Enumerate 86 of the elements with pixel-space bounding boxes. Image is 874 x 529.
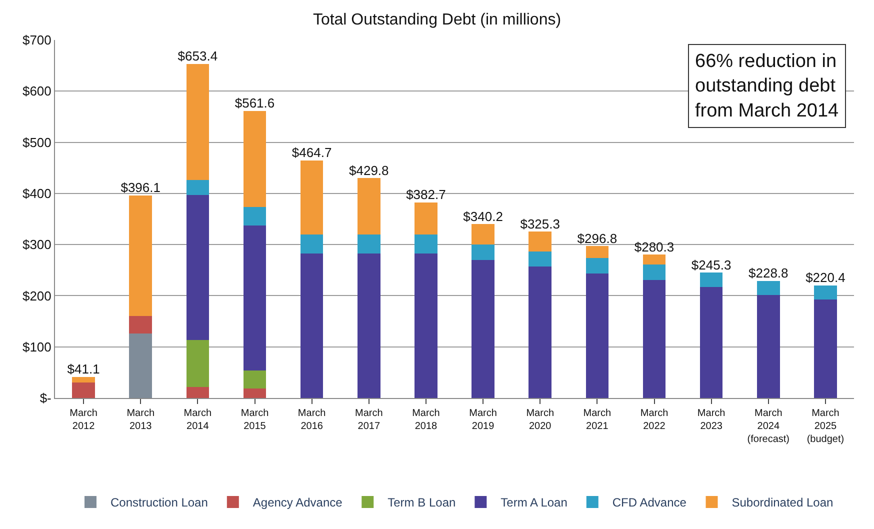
chart-title: Total Outstanding Debt (in millions): [312, 11, 562, 28]
total-label: $325.3: [520, 216, 560, 232]
bar: [243, 388, 266, 398]
y-tick-label: $300: [22, 237, 52, 252]
bar: [243, 110, 266, 208]
bar: [756, 280, 780, 296]
bar: [642, 254, 666, 265]
bar: [186, 64, 210, 180]
total-label: $280.3: [634, 239, 674, 254]
bar: [700, 287, 723, 398]
bar: [129, 334, 152, 398]
bar: [357, 234, 380, 254]
bar: [129, 316, 152, 334]
bar: [243, 207, 266, 226]
bar: [129, 195, 152, 316]
bar: [186, 340, 210, 387]
total-label: $561.6: [234, 96, 275, 111]
total-label: $220.4: [806, 270, 846, 286]
legend-label: Agency Advance: [252, 496, 343, 510]
y-tick-label: $400: [22, 186, 52, 201]
bar: [357, 178, 380, 234]
bar: [528, 232, 552, 252]
x-tick-label: March 2023: [697, 408, 726, 432]
bar: [72, 382, 95, 398]
x-tick-label: March 2024 (forecast): [747, 408, 790, 445]
bar: [472, 260, 494, 398]
bar: [186, 194, 210, 340]
bar: [186, 180, 210, 195]
legend-label: Construction Loan: [110, 496, 208, 510]
bar: [414, 253, 438, 398]
bar: [700, 272, 723, 288]
x-tick-label: March 2013: [126, 408, 155, 432]
bar: [72, 376, 95, 383]
total-label: $340.2: [463, 208, 503, 224]
bar: [357, 253, 380, 398]
total-label: $245.3: [691, 257, 732, 272]
bar: [472, 244, 494, 260]
bar: [756, 295, 780, 398]
total-label: $382.7: [406, 187, 446, 202]
x-tick-label: March 2020: [526, 408, 554, 432]
annotation: 66% reduction in outstanding debt from March 2014: [695, 51, 840, 122]
x-tick-label: March 2019: [469, 408, 497, 432]
y-tick-label: $100: [22, 339, 52, 354]
bar: [642, 280, 666, 398]
x-tick-label: March 2016: [298, 408, 326, 432]
bar: [186, 386, 210, 398]
bar: [814, 299, 837, 398]
x-tick-label: March 2021: [583, 408, 612, 432]
bar: [586, 258, 609, 274]
y-tick-label: $-: [40, 390, 52, 406]
bar: [300, 160, 324, 234]
legend-label: Term B Loan: [388, 496, 456, 510]
y-tick-label: $500: [22, 134, 52, 150]
legend-label: Term A Loan: [500, 496, 568, 510]
y-tick-label: $200: [22, 288, 52, 304]
bar: [414, 234, 438, 254]
x-tick-label: March 2018: [412, 408, 440, 432]
y-tick-label: $700: [22, 32, 52, 48]
legend-label: CFD Advance: [612, 496, 687, 510]
bar: [243, 226, 266, 370]
x-tick-label: March 2017: [354, 408, 383, 432]
total-label: $653.4: [178, 48, 218, 64]
total-label: $41.1: [67, 362, 100, 377]
bar: [300, 253, 324, 398]
bar: [472, 224, 494, 245]
total-label: $296.8: [577, 230, 618, 246]
bar: [300, 234, 324, 254]
bar: [586, 274, 609, 398]
x-tick-label: March 2025 (budget): [806, 408, 844, 445]
x-tick-label: March 2022: [640, 408, 668, 432]
bar: [414, 202, 438, 234]
bar: [243, 370, 266, 388]
x-tick-label: March 2015: [240, 408, 269, 432]
total-label: $464.7: [292, 145, 332, 160]
bar: [528, 266, 552, 398]
total-label: $429.8: [349, 162, 389, 178]
x-tick-label: March 2012: [70, 408, 98, 432]
x-tick-label: March 2014: [184, 408, 212, 432]
total-label: $228.8: [748, 266, 788, 281]
bar: [814, 285, 837, 300]
bar: [528, 252, 552, 267]
total-label: $396.1: [120, 180, 160, 196]
bar: [642, 264, 666, 280]
legend-label: Subordinated Loan: [732, 496, 834, 510]
y-tick-label: $600: [22, 84, 52, 99]
bar: [586, 246, 609, 258]
